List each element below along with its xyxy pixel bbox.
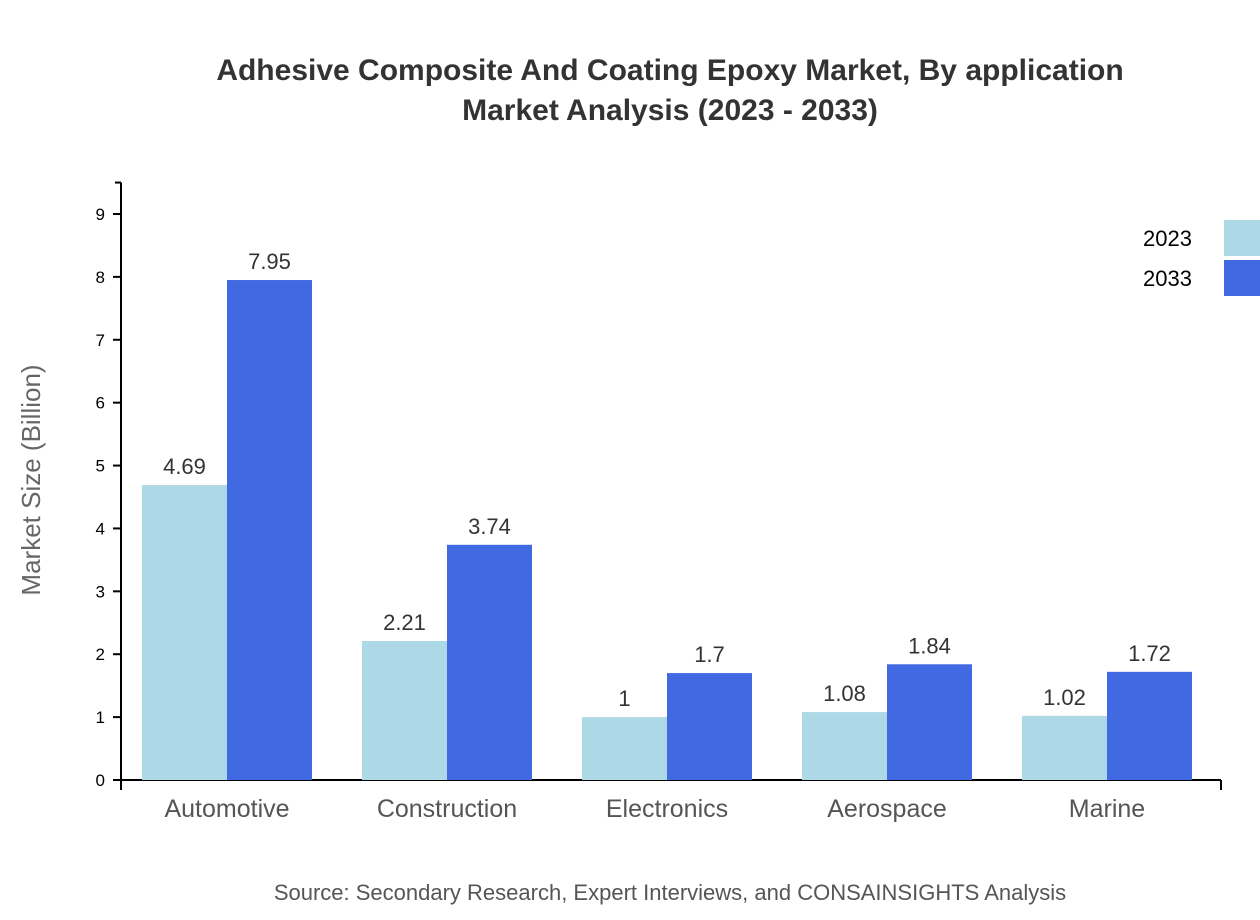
bar-2033 [887, 664, 972, 780]
bar-2033 [227, 280, 312, 780]
y-tick-label: 7 [96, 331, 105, 350]
legend-swatch [1224, 220, 1260, 256]
data-label: 3.74 [468, 514, 511, 539]
x-tick-label: Marine [1069, 795, 1145, 823]
bar-2033 [667, 673, 752, 780]
bar-2033 [1107, 671, 1192, 780]
x-tick-label: Electronics [606, 795, 728, 823]
data-label: 1.84 [908, 633, 951, 658]
x-tick-label: Construction [377, 795, 517, 823]
chart-title-line1: Adhesive Composite And Coating Epoxy Mar… [216, 54, 1123, 87]
data-label: 1.08 [823, 681, 866, 706]
source-note: Source: Secondary Research, Expert Inter… [274, 880, 1066, 905]
data-label: 1.02 [1043, 685, 1086, 710]
y-tick-label: 1 [96, 708, 105, 727]
chart-title-line2: Market Analysis (2023 - 2033) [462, 94, 878, 127]
y-tick-label: 4 [96, 519, 105, 538]
data-label: 1.72 [1128, 641, 1171, 666]
bar-2023 [582, 717, 667, 780]
y-tick-label: 8 [96, 268, 105, 287]
bar-2023 [802, 712, 887, 780]
legend-label: 2023 [1143, 226, 1192, 251]
y-tick-label: 3 [96, 582, 105, 601]
data-label: 7.95 [248, 249, 291, 274]
legend-label: 2033 [1143, 266, 1192, 291]
bar-2023 [142, 485, 227, 780]
y-tick-label: 9 [96, 205, 105, 224]
bar-2033 [447, 544, 532, 780]
data-label: 4.69 [163, 454, 206, 479]
data-label: 2.21 [383, 610, 426, 635]
legend-swatch [1224, 260, 1260, 296]
bar-2023 [1022, 715, 1107, 780]
y-tick-label: 0 [96, 771, 105, 790]
y-tick-label: 2 [96, 645, 105, 664]
bar-2023 [362, 641, 447, 780]
y-tick-label: 5 [96, 457, 105, 476]
y-axis-label: Market Size (Billion) [16, 364, 46, 595]
y-tick-label: 6 [96, 394, 105, 413]
x-tick-label: Aerospace [827, 795, 947, 823]
data-label: 1.7 [694, 642, 725, 667]
data-label: 1 [618, 686, 630, 711]
x-tick-label: Automotive [164, 795, 289, 823]
